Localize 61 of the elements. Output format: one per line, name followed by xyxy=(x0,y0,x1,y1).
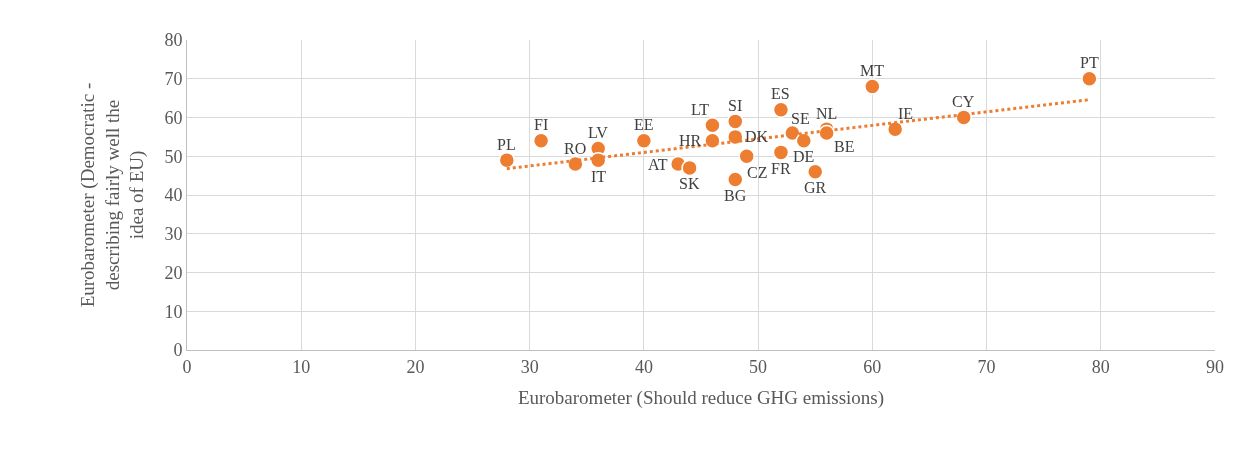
point xyxy=(727,113,744,130)
data-label: PT xyxy=(1080,54,1099,71)
x-tick-label: 60 xyxy=(863,356,882,377)
x-tick-label: 50 xyxy=(749,356,768,377)
data-label: IT xyxy=(591,168,607,185)
data-label: DE xyxy=(793,148,815,165)
data-label: ES xyxy=(771,85,790,102)
x-tick-label: 90 xyxy=(1206,356,1224,377)
data-label: LT xyxy=(691,101,710,118)
y-tick-label: 50 xyxy=(164,146,183,167)
x-tick-label: 80 xyxy=(1091,356,1110,377)
x-tick-label: 30 xyxy=(520,356,539,377)
data-label: MT xyxy=(860,62,885,79)
point xyxy=(955,109,972,126)
y-tick-label: 30 xyxy=(164,224,183,245)
data-label: RO xyxy=(564,140,587,157)
x-tick-label: 20 xyxy=(406,356,425,377)
y-tick-label: 80 xyxy=(164,30,183,51)
data-label: AT xyxy=(648,156,668,173)
point xyxy=(772,144,790,161)
point xyxy=(1081,70,1098,87)
data-label: IE xyxy=(898,105,914,122)
y-tick-label: 10 xyxy=(164,301,183,322)
x-tick-label: 40 xyxy=(634,356,653,377)
y-tick-label: 0 xyxy=(173,340,183,361)
data-label: SE xyxy=(791,110,810,127)
data-label: GR xyxy=(804,179,827,196)
data-label: SK xyxy=(679,175,700,192)
point xyxy=(704,117,721,134)
x-tick-label: 70 xyxy=(977,356,996,377)
point xyxy=(772,101,790,118)
point xyxy=(806,163,824,180)
data-label: EE xyxy=(634,116,654,133)
data-label: CZ xyxy=(747,164,768,181)
point xyxy=(864,78,881,95)
data-label: FI xyxy=(534,116,549,133)
data-label: PL xyxy=(497,136,516,153)
point xyxy=(738,148,755,165)
data-label: FR xyxy=(771,160,791,177)
point xyxy=(532,132,550,149)
y-axis-title: Eurobarometer (Democratic - describing fairly well the idea of EU) xyxy=(76,82,149,308)
point xyxy=(886,120,904,138)
point xyxy=(498,151,516,169)
x-tick-label: 10 xyxy=(292,356,311,377)
data-label: DK xyxy=(745,128,769,145)
data-label: HR xyxy=(679,132,702,149)
data-label: BE xyxy=(834,138,855,155)
point xyxy=(635,132,653,149)
y-tick-label: 60 xyxy=(164,107,183,128)
x-axis-title: Eurobarometer (Should reduce GHG emissions) xyxy=(517,387,885,410)
data-label: SI xyxy=(728,97,743,114)
data-label: NL xyxy=(816,105,838,122)
data-label: CY xyxy=(952,93,975,110)
point xyxy=(681,159,698,177)
data-label: BG xyxy=(724,187,747,204)
point xyxy=(795,132,813,149)
y-tick-label: 70 xyxy=(164,69,183,90)
y-tick-label: 20 xyxy=(164,262,183,283)
data-label: LV xyxy=(588,124,609,141)
point xyxy=(727,171,744,188)
y-tick-label: 40 xyxy=(164,185,183,206)
